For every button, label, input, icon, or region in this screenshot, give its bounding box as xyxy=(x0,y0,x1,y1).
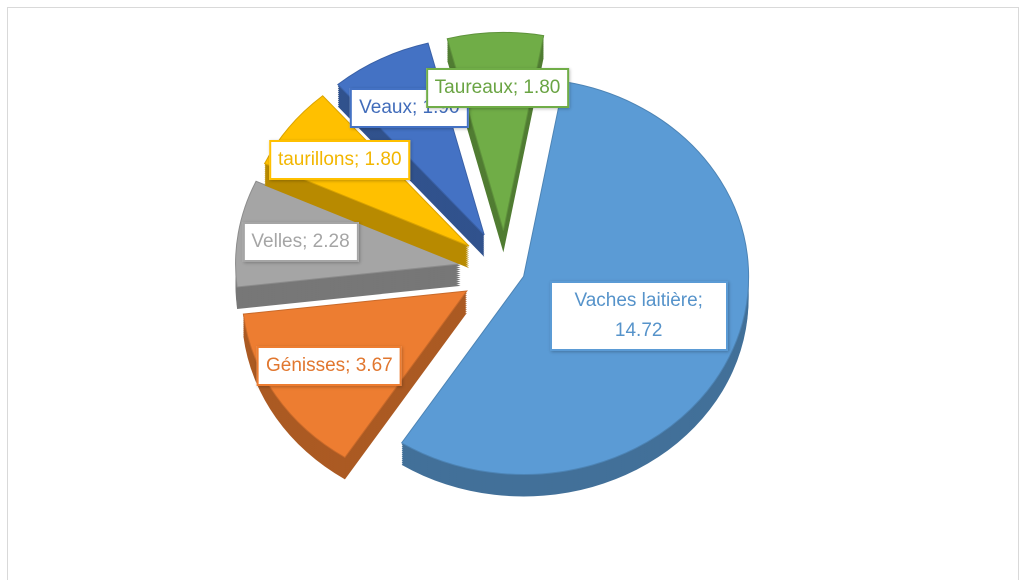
data-label: taurillons; 1.80 xyxy=(268,140,411,181)
data-label: Vaches laitière; 14.72 xyxy=(549,281,728,352)
data-label: Taureaux; 1.80 xyxy=(425,67,570,108)
chart-frame xyxy=(7,7,1019,580)
data-label: Génisses; 3.67 xyxy=(256,346,402,387)
pie-slice xyxy=(400,81,750,475)
data-label: Velles; 2.28 xyxy=(242,221,359,262)
